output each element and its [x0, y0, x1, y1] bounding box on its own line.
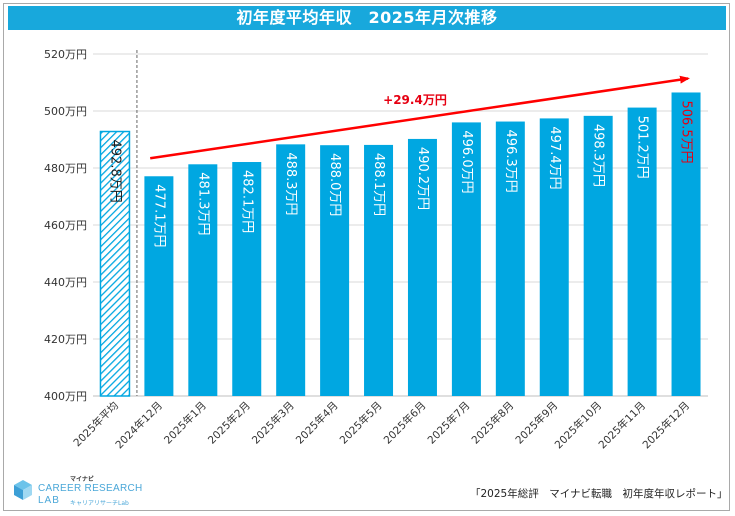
y-tick-label: 420万円 — [44, 333, 87, 346]
bar-value-label: 501.2万円 — [635, 116, 650, 179]
bar-value-label: 497.4万円 — [547, 126, 562, 189]
bar — [276, 144, 306, 396]
bar-value-label: 482.1万円 — [239, 170, 254, 233]
bar-value-label: 477.1万円 — [151, 184, 166, 247]
x-tick-label: 2025年6月 — [381, 399, 429, 447]
y-tick-label: 400万円 — [44, 390, 87, 403]
bar — [407, 138, 437, 396]
logo-brand-top: マイナビ — [70, 476, 94, 483]
bar — [451, 122, 481, 397]
bar — [320, 145, 350, 396]
bar — [671, 92, 701, 396]
x-tick-label: 2025年5月 — [337, 399, 385, 447]
bar-value-label: 506.5万円 — [679, 100, 694, 163]
y-tick-label: 460万円 — [44, 219, 87, 232]
x-tick-label: 2025年1月 — [161, 399, 209, 447]
x-tick-label: 2025年9月 — [513, 399, 561, 447]
x-tick-label: 2025年3月 — [249, 399, 297, 447]
bar — [583, 115, 613, 396]
bar-value-label: 496.3万円 — [503, 130, 518, 193]
x-tick-label: 2025年7月 — [425, 399, 473, 447]
y-tick-label: 440万円 — [44, 276, 87, 289]
y-tick-label: 500万円 — [44, 105, 87, 118]
logo-brand-main: CAREER RESEARCH — [38, 483, 143, 494]
trend-arrow — [150, 75, 691, 160]
bar — [232, 162, 262, 396]
bar-value-label: 488.1万円 — [371, 153, 386, 216]
y-tick-label: 480万円 — [44, 162, 87, 175]
trend-annotation: +29.4万円 — [383, 93, 447, 107]
bar-value-label: 488.3万円 — [283, 152, 298, 215]
x-axis-ticks: 2025年平均2024年12月2025年1月2025年2月2025年3月2025… — [71, 399, 692, 451]
bar — [495, 121, 525, 397]
bars: 492.8万円 477.1万円 481.3万円 482.1万円 488.3万円 488.0… — [99, 92, 701, 397]
x-tick-label: 2025年2月 — [205, 399, 253, 447]
bar-value-label: 481.3万円 — [195, 172, 210, 235]
x-tick-label: 2025年8月 — [469, 399, 517, 447]
bar-value-label: 498.3万円 — [591, 124, 606, 187]
bar-value-label: 496.0万円 — [459, 130, 474, 193]
x-tick-label: 2024年12月 — [113, 399, 165, 451]
x-tick-label: 2025年4月 — [293, 399, 341, 447]
bar — [539, 118, 569, 396]
source-note: 「2025年総評 マイナビ転職 初年度年収レポート」 — [470, 488, 728, 500]
bar — [188, 164, 218, 396]
y-axis-ticks: 400万円 420万円 440万円 460万円 480万円 500万円 520万円 — [44, 48, 87, 403]
chart-title: 初年度平均年収 2025年月次推移 — [8, 6, 726, 30]
x-tick-label: 2025年12月 — [640, 399, 692, 451]
bar-value-label: 488.0万円 — [327, 153, 342, 216]
bar — [364, 144, 394, 396]
bar — [144, 176, 174, 396]
logo-brand-lab: LAB — [38, 495, 60, 506]
bar-value-label: 490.2万円 — [415, 147, 430, 210]
cube-logo-icon — [14, 480, 32, 500]
y-tick-label: 520万円 — [44, 48, 87, 61]
bar-value-label: 492.8万円 — [107, 140, 122, 203]
logo-brand-sub: キャリアリサーチLab — [70, 500, 129, 507]
bar — [627, 107, 657, 396]
bar-average — [99, 130, 131, 397]
career-research-lab-logo: マイナビ CAREER RESEARCH LAB キャリアリサーチLab — [12, 474, 182, 510]
